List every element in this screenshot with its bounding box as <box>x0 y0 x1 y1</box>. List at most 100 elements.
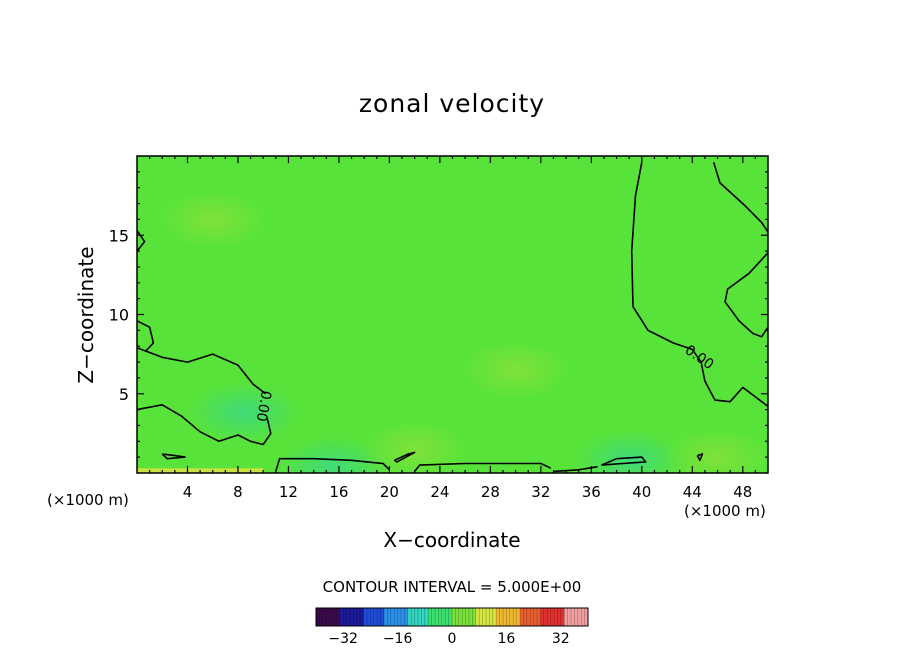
colorbar-cell <box>438 608 443 626</box>
colorbar-cell <box>469 608 473 626</box>
colorbar-cell <box>492 608 497 626</box>
contour-label-left: 0.00 <box>253 389 274 422</box>
colorbar-cell <box>401 608 405 626</box>
x-unit-left: (×1000 m) <box>47 491 129 509</box>
contour-interval-note: CONTOUR INTERVAL = 5.000E+00 <box>323 578 582 596</box>
zero-contour <box>393 451 416 463</box>
x-tick-label: 4 <box>183 483 193 501</box>
colorbar-cell <box>370 608 375 626</box>
colorbar-cell <box>336 608 341 626</box>
colorbar-cell <box>343 608 347 626</box>
colorbar-cell <box>445 608 449 626</box>
velocity-field <box>137 189 768 473</box>
colorbar-cell <box>448 608 453 626</box>
field-patch <box>574 430 685 473</box>
colorbar-cell <box>530 608 534 626</box>
zero-contour <box>161 453 186 460</box>
colorbar-cell <box>418 608 422 626</box>
colorbar-cell <box>431 608 436 626</box>
x-tick-label: 32 <box>531 483 550 501</box>
x-tick-label: 40 <box>632 483 651 501</box>
x-axis: 4 8 12 16 20 24 28 32 36 40 44 48 <box>149 156 756 501</box>
colorbar-cell <box>509 608 514 626</box>
colorbar-cell <box>356 608 361 626</box>
y-tick-label: 15 <box>109 226 129 245</box>
zero-contour-lines <box>137 162 768 473</box>
colorbar-cell <box>452 608 456 626</box>
zero-contour <box>137 347 267 395</box>
colorbar-tick-label: 32 <box>552 631 570 647</box>
colorbar-cell <box>513 608 517 626</box>
zero-contour <box>137 320 155 352</box>
colorbar-cell <box>554 608 558 626</box>
zero-contour <box>137 230 146 252</box>
colorbar-cell <box>316 608 320 626</box>
colorbar-cell <box>475 608 480 626</box>
field-patch <box>359 419 470 473</box>
zero-contour <box>137 403 272 446</box>
colorbar-tick-label: 0 <box>448 631 457 647</box>
colorbar-ticks: −32 −16 0 16 32 <box>328 631 569 647</box>
colorbar-cell <box>458 608 463 626</box>
colorbar-cell <box>523 608 528 626</box>
colorbar-cell <box>455 608 460 626</box>
colorbar-cell <box>428 608 432 626</box>
colorbar-cell <box>581 608 585 626</box>
colorbar-cell <box>424 608 429 626</box>
colorbar-cell <box>571 608 575 626</box>
colorbar-cell <box>533 608 538 626</box>
colorbar-cell <box>574 608 579 626</box>
colorbar-tick-label: −32 <box>328 631 358 647</box>
y-axis-label: Z−coordinate <box>74 246 98 383</box>
x-tick-label: 36 <box>582 483 601 501</box>
x-tick-label: 8 <box>233 483 243 501</box>
colorbar-cell <box>479 608 483 626</box>
colorbar-cell <box>360 608 364 626</box>
colorbar-cell <box>367 608 371 626</box>
x-tick-label: 20 <box>380 483 399 501</box>
colorbar-cell <box>384 608 388 626</box>
colorbar-cell <box>387 608 392 626</box>
colorbar-cell <box>350 608 354 626</box>
x-tick-label: 48 <box>733 483 752 501</box>
y-tick-label: 10 <box>109 306 129 325</box>
colorbar-cell <box>346 608 351 626</box>
colorbar-cell <box>486 608 490 626</box>
zero-contour <box>712 162 768 233</box>
colorbar-cell <box>537 608 541 626</box>
colorbar-cell <box>506 608 511 626</box>
colorbar-cell <box>543 608 548 626</box>
colorbar-cell <box>557 608 562 626</box>
colorbar-cell <box>411 608 415 626</box>
colorbar-cell <box>567 608 572 626</box>
colorbar-cell <box>526 608 531 626</box>
colorbar-cell <box>339 608 344 626</box>
colorbar-cell <box>547 608 551 626</box>
field-patch <box>662 427 768 473</box>
colorbar-cell <box>397 608 402 626</box>
colorbar-cell <box>520 608 524 626</box>
colorbar-tick-label: −16 <box>383 631 413 647</box>
colorbar-frame <box>315 607 589 627</box>
colorbar-cell <box>421 608 426 626</box>
colorbar-cell <box>482 608 487 626</box>
colorbar-tick-label: 16 <box>497 631 515 647</box>
colorbar-cell <box>329 608 334 626</box>
x-tick-label: 44 <box>683 483 702 501</box>
colorbar-cell <box>496 608 500 626</box>
colorbar-cell <box>322 608 327 626</box>
colorbar-cell <box>550 608 555 626</box>
field-patch <box>157 189 268 250</box>
x-axis-label: X−coordinate <box>383 528 520 552</box>
colorbar-cell <box>380 608 385 626</box>
zero-contour <box>601 456 647 466</box>
colorbar-cell <box>373 608 378 626</box>
x-tick-label: 24 <box>430 483 449 501</box>
colorbar-cell <box>584 608 589 626</box>
colorbar-cell <box>472 608 477 626</box>
colorbar-cell <box>503 608 507 626</box>
colorbar-cell <box>363 608 368 626</box>
colorbar-cell <box>319 608 324 626</box>
x-tick-label: 28 <box>481 483 500 501</box>
